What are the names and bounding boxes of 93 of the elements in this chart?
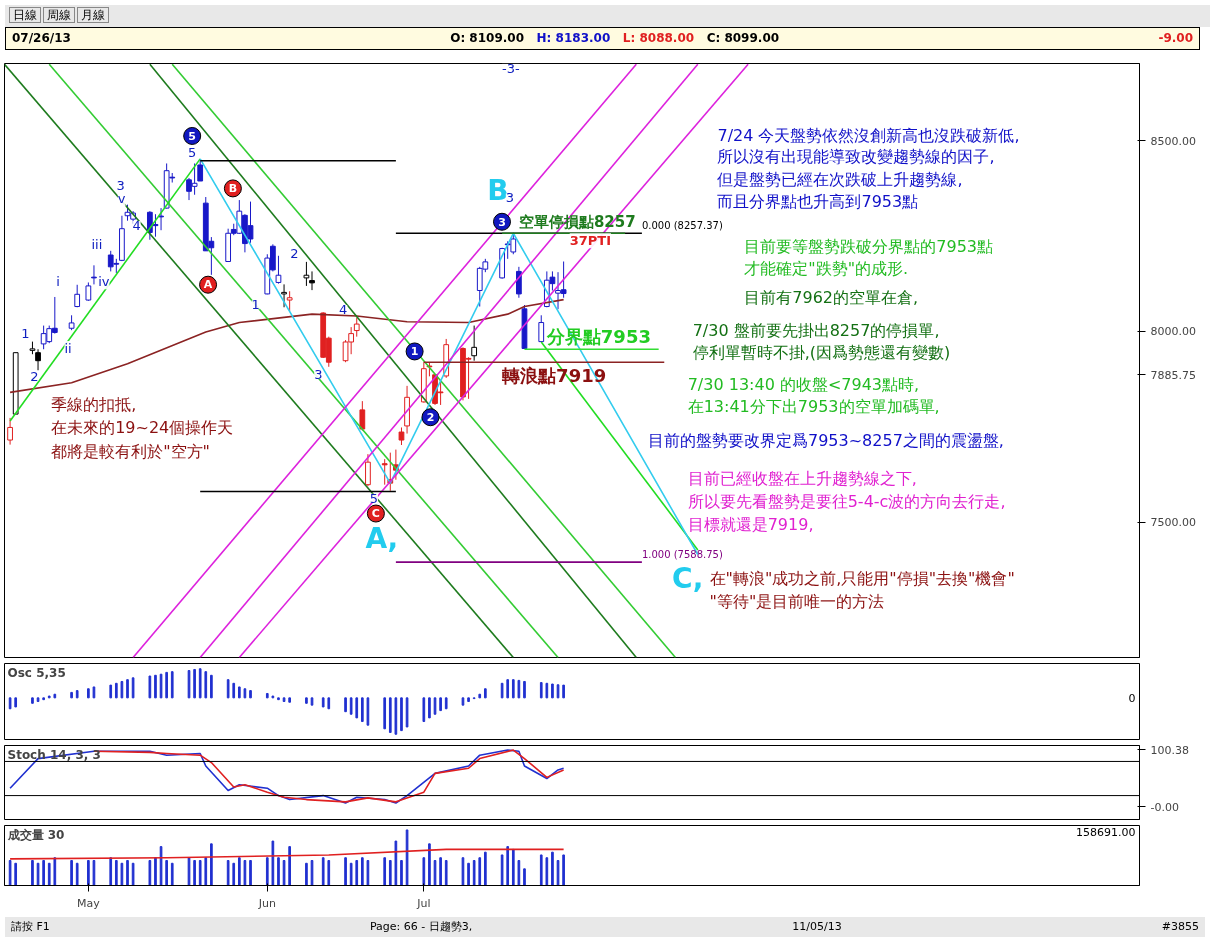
candlestick bbox=[91, 264, 97, 285]
annotation: iii bbox=[91, 237, 103, 253]
annotation: -3- bbox=[502, 60, 521, 76]
chart-title: Osc 5,35 bbox=[7, 665, 66, 680]
text: L: 8088.00 bbox=[622, 31, 695, 45]
annotation: 目前的盤勢要改界定爲7953~8257之間的震盪盤, bbox=[647, 430, 1004, 450]
annotation: "等待"是目前唯一的方法 bbox=[709, 591, 885, 611]
annotation: 3 bbox=[314, 366, 323, 382]
text: 請按 F1 bbox=[11, 919, 50, 935]
annotation: 0.000 (8257.37) bbox=[641, 220, 723, 232]
annotation: 停利單暫時不掛,(因爲勢態還有變數) bbox=[692, 342, 951, 362]
y-tick-label: -0.00 bbox=[1150, 800, 1179, 814]
annotation: 所以沒有出現能導致改變趨勢線的因子, bbox=[717, 147, 995, 167]
candlestick bbox=[275, 255, 282, 285]
annotation: 5 bbox=[188, 144, 197, 160]
text: 周線 bbox=[43, 7, 75, 23]
annotation: v bbox=[117, 191, 126, 207]
annotation: 7/30 13:40 的收盤<7943點時, bbox=[687, 375, 920, 395]
annotation: 目前有7962的空單在倉, bbox=[744, 287, 919, 307]
candlestick bbox=[286, 290, 293, 312]
annotation: 2 bbox=[290, 245, 299, 261]
candlestick bbox=[158, 207, 164, 231]
annotation: ii bbox=[64, 341, 72, 357]
annotation: 在未來的19~24個操作天 bbox=[51, 418, 234, 438]
annotation: C, bbox=[672, 561, 704, 595]
annotation: C bbox=[371, 507, 380, 521]
candlestick bbox=[516, 266, 522, 299]
annotation: 2 bbox=[426, 411, 435, 425]
line-series bbox=[9, 749, 565, 804]
chart-title: 成交量 30 bbox=[6, 827, 65, 842]
candlestick bbox=[85, 281, 92, 302]
text: O: 8109.00 bbox=[450, 31, 525, 45]
candlestick bbox=[309, 270, 315, 291]
annotation: 目前要等盤勢跌破分界點的7953點 bbox=[744, 237, 993, 257]
x-tick-label: May bbox=[77, 896, 101, 910]
y-tick-label: 100.38 bbox=[1150, 743, 1189, 757]
annotation: 目標就還是7919, bbox=[687, 514, 814, 534]
annotation: B bbox=[228, 181, 238, 195]
text: 日線 bbox=[9, 7, 41, 23]
text: 07/26/13 bbox=[12, 30, 71, 47]
text: Page: 66 - 日趨勢3, bbox=[369, 919, 473, 935]
annotation: 3 bbox=[498, 215, 506, 229]
text: 11/05/13 bbox=[792, 919, 842, 935]
annotation: 目前已經收盤在上升趨勢線之下, bbox=[687, 468, 917, 488]
x-tick-label: Jun bbox=[257, 896, 276, 910]
candlestick bbox=[359, 400, 366, 432]
annotation: 5 bbox=[188, 129, 197, 143]
annotation: iv bbox=[98, 274, 110, 290]
y-tick-label: 8500.00 bbox=[1150, 134, 1196, 148]
annotation: 所以要先看盤勢是要往5-4-c波的方向去行走, bbox=[687, 491, 1006, 511]
text: #3855 bbox=[1161, 919, 1199, 935]
candlestick bbox=[35, 348, 41, 371]
annotation: A bbox=[203, 278, 213, 292]
annotation: 0 bbox=[1128, 691, 1136, 705]
candlestick bbox=[538, 314, 545, 343]
candlestick bbox=[303, 261, 310, 287]
text: H: 8183.00 bbox=[536, 31, 611, 45]
candlestick bbox=[353, 317, 360, 338]
annotation: 都將是較有利於"空方" bbox=[51, 442, 210, 462]
annotation: A, bbox=[365, 521, 399, 555]
annotation: 7/24 今天盤勢依然沒創新高也沒跌破新低, bbox=[717, 125, 1020, 145]
text: C: 8099.00 bbox=[706, 31, 780, 45]
annotation: 7/30 盤前要先掛出8257的停損單, bbox=[692, 320, 940, 340]
annotation: 4 bbox=[338, 301, 348, 317]
y-tick-label: 7885.75 bbox=[1150, 368, 1196, 382]
candlestick bbox=[7, 417, 13, 446]
annotation: 而且分界點也升高到7953點 bbox=[717, 192, 919, 212]
annotation: 但是盤勢已經在次跌破上升趨勢線, bbox=[717, 170, 963, 190]
annotation: 3 bbox=[116, 178, 125, 194]
candlestick bbox=[365, 453, 371, 487]
annotation: 在"轉浪"成功之前,只能用"停損"去換"機會" bbox=[709, 568, 1015, 588]
annotation: i bbox=[56, 274, 60, 290]
x-tick-label: Jul bbox=[416, 896, 431, 910]
y-tick-label: 8000.00 bbox=[1150, 325, 1196, 339]
candlestick bbox=[197, 159, 204, 182]
candlestick bbox=[381, 458, 388, 486]
y-tick-label: 7500.00 bbox=[1150, 516, 1196, 530]
text: 月線 bbox=[77, 7, 109, 23]
annotation: 季線的扣抵, bbox=[51, 395, 137, 415]
annotation: 在13:41分下出7953的空單加碼單, bbox=[687, 397, 940, 417]
annotation: 1 bbox=[21, 325, 30, 341]
annotation: 1 bbox=[251, 297, 260, 313]
candlestick bbox=[281, 283, 287, 308]
annotation: 4 bbox=[132, 218, 141, 234]
annotation: 2 bbox=[30, 368, 39, 384]
annotation: 5 bbox=[369, 490, 379, 506]
annotation: 37PTI bbox=[569, 233, 612, 249]
annotation: 才能確定"跌勢"的成形. bbox=[744, 258, 909, 278]
text: -9.00 bbox=[1158, 30, 1193, 47]
annotation: 1.000 (7588.75) bbox=[641, 549, 723, 561]
annotation: 1 bbox=[410, 345, 419, 359]
candlestick bbox=[471, 325, 478, 362]
annotation: 158691.00 bbox=[1076, 825, 1136, 839]
